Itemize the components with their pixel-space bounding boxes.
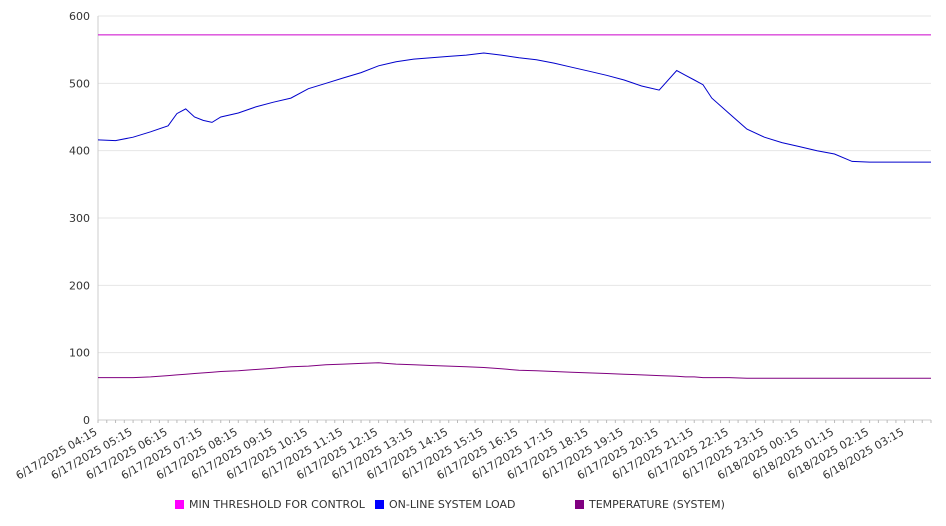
legend-item-temperature[interactable]: TEMPERATURE (SYSTEM) bbox=[575, 498, 725, 511]
y-tick-label: 300 bbox=[69, 212, 90, 225]
legend-swatch-blue bbox=[375, 500, 384, 509]
legend-item-system-load[interactable]: ON-LINE SYSTEM LOAD bbox=[375, 498, 515, 511]
grid-lines bbox=[98, 15, 931, 421]
x-axis: 6/17/2025 04:156/17/2025 05:156/17/2025 … bbox=[14, 419, 932, 482]
legend-item-min-threshold[interactable]: MIN THRESHOLD FOR CONTROL bbox=[175, 498, 365, 511]
series-line-2 bbox=[98, 362, 931, 379]
legend-label: MIN THRESHOLD FOR CONTROL bbox=[189, 498, 365, 511]
y-tick-label: 400 bbox=[69, 145, 90, 158]
y-tick-label: 0 bbox=[83, 414, 90, 427]
y-tick-label: 100 bbox=[69, 347, 90, 360]
series-layer bbox=[97, 34, 931, 379]
legend-label: ON-LINE SYSTEM LOAD bbox=[389, 498, 516, 511]
y-axis: 0 100 200 300 400 500 600 bbox=[69, 10, 99, 427]
series-line-1 bbox=[97, 52, 931, 163]
legend-swatch-magenta bbox=[175, 500, 184, 509]
chart-legend: MIN THRESHOLD FOR CONTROL ON-LINE SYSTEM… bbox=[0, 498, 946, 514]
y-tick-label: 200 bbox=[69, 279, 90, 292]
legend-swatch-purple bbox=[575, 500, 584, 509]
y-tick-label: 600 bbox=[69, 10, 90, 23]
legend-label: TEMPERATURE (SYSTEM) bbox=[589, 498, 725, 511]
y-tick-label: 500 bbox=[69, 77, 90, 90]
